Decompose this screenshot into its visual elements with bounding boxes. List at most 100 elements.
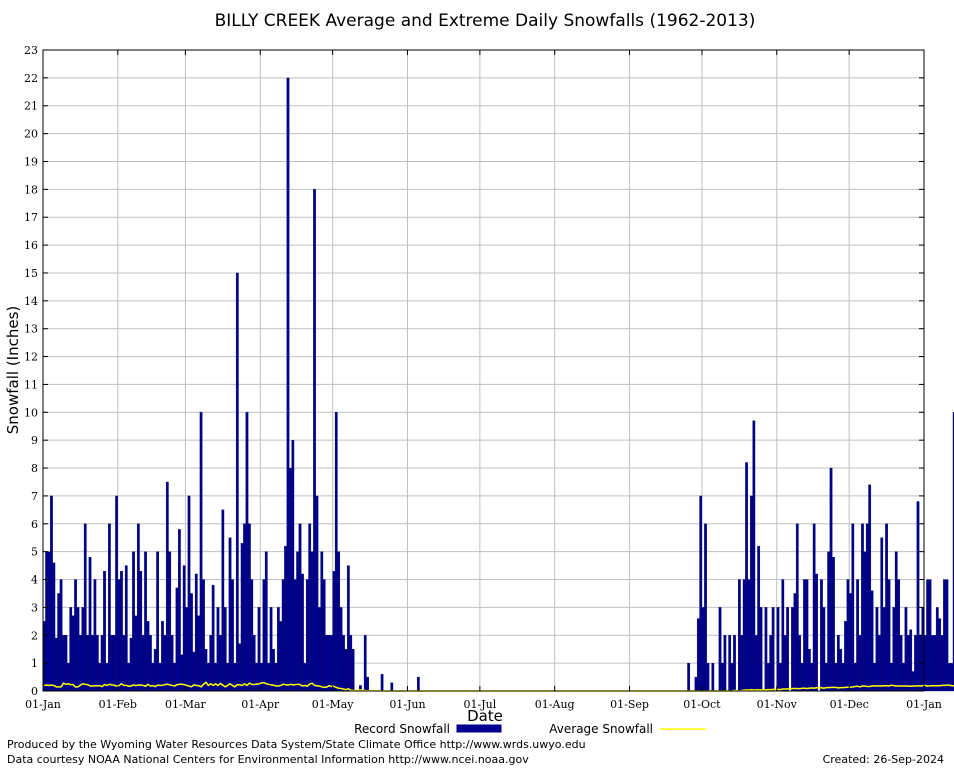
record-bar <box>928 579 932 692</box>
record-bar <box>141 635 145 692</box>
record-bar <box>781 579 785 692</box>
record-bar <box>117 579 121 692</box>
record-bar <box>740 635 744 692</box>
record-bar <box>168 551 172 692</box>
record-bar <box>298 523 302 692</box>
record-bar <box>151 662 155 692</box>
record-bar <box>69 607 73 692</box>
record-bar <box>696 618 700 692</box>
footer-created: Created: 26-Sep-2024 <box>822 753 944 766</box>
record-bar <box>158 662 162 692</box>
record-bar <box>320 551 324 692</box>
record-bar <box>899 635 903 692</box>
record-bar <box>98 662 102 692</box>
legend-average-label: Average Snowfall <box>549 722 653 736</box>
record-bar <box>291 440 295 692</box>
record-bar <box>728 635 732 692</box>
record-bar <box>856 579 859 692</box>
record-bar <box>112 635 116 692</box>
x-tick-label: 01-May <box>312 698 355 711</box>
record-bar <box>827 551 831 692</box>
record-bar <box>902 662 905 692</box>
record-bar <box>132 551 135 692</box>
record-bar <box>330 635 333 692</box>
record-bar <box>730 662 734 692</box>
record-bar <box>226 662 230 692</box>
record-bar <box>185 607 188 692</box>
record-bar <box>880 537 884 692</box>
record-bar <box>153 649 157 692</box>
y-tick-label: 5 <box>31 546 38 559</box>
record-bar <box>711 662 715 692</box>
record-bar <box>800 662 804 692</box>
record-bar <box>93 579 97 692</box>
record-bar <box>868 484 872 692</box>
record-bar <box>240 543 244 692</box>
record-bar <box>223 607 227 692</box>
record-bar <box>315 495 319 692</box>
x-tick-label: 01-Jul <box>464 698 497 711</box>
record-bar <box>248 523 251 692</box>
record-bar <box>47 551 51 692</box>
record-bar <box>235 272 239 692</box>
record-bar <box>71 615 75 692</box>
record-bar <box>769 635 773 692</box>
record-bar <box>704 523 707 692</box>
record-bar <box>390 682 394 692</box>
record-bar <box>59 579 63 692</box>
record-bar <box>257 607 261 692</box>
record-bar <box>124 565 128 692</box>
record-bar <box>180 654 184 692</box>
record-bar <box>120 571 123 692</box>
record-bar <box>805 579 809 692</box>
record-bar <box>86 635 90 692</box>
record-bar <box>95 635 99 692</box>
plot-border <box>42 49 925 692</box>
record-bar <box>836 635 840 692</box>
y-tick-label: 2 <box>31 629 38 642</box>
y-tick-label: 8 <box>31 462 38 475</box>
record-bar <box>129 637 133 692</box>
record-bar <box>64 635 68 692</box>
x-axis-label: Date <box>467 707 503 725</box>
record-bar <box>74 579 77 692</box>
record-bar <box>865 523 869 692</box>
record-bar <box>706 662 710 692</box>
record-bar <box>752 420 756 692</box>
record-bar <box>766 662 770 692</box>
record-bar <box>810 662 814 692</box>
record-bar <box>687 662 691 692</box>
record-bar <box>701 607 705 692</box>
record-bar <box>882 607 886 692</box>
y-tick-label: 11 <box>24 378 38 391</box>
record-bar <box>757 545 761 692</box>
record-bar <box>334 412 338 692</box>
x-tick-label: 01-Oct <box>683 698 721 711</box>
record-bar <box>238 643 242 692</box>
record-bar <box>750 495 753 692</box>
x-tick-label: 01-Sep <box>610 698 649 711</box>
record-bar <box>161 621 164 692</box>
record-bar <box>228 537 232 692</box>
x-tick-label: 01-Feb <box>99 698 137 711</box>
y-tick-label: 1 <box>31 657 38 670</box>
record-bar <box>745 462 748 692</box>
record-bar <box>50 495 53 692</box>
record-bar <box>293 579 297 692</box>
record-bar <box>380 674 384 692</box>
record-bar <box>858 635 862 692</box>
record-bar <box>935 607 939 692</box>
record-bar <box>202 579 205 692</box>
record-bar <box>149 635 152 692</box>
x-tick-label: 01-Jan <box>25 698 61 711</box>
y-tick-label: 14 <box>24 295 38 308</box>
record-bar <box>339 607 343 692</box>
record-bar <box>851 523 855 692</box>
record-bar <box>204 649 208 692</box>
record-bar <box>144 551 147 692</box>
record-bar <box>187 495 191 692</box>
legend: Record Snowfall Average Snowfall <box>354 722 706 736</box>
record-bar <box>894 551 898 692</box>
record-bar <box>211 584 215 692</box>
record-bar <box>897 579 901 692</box>
